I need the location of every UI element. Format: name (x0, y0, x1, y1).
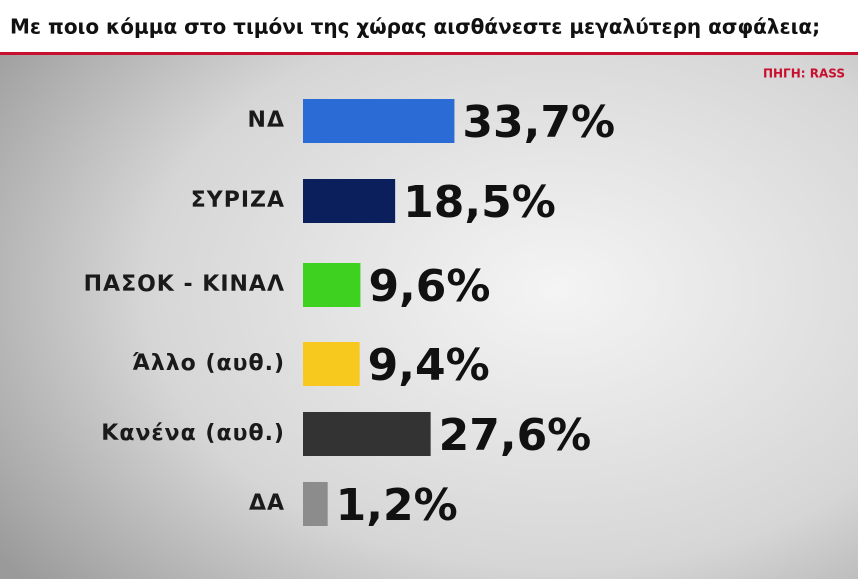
category-label: ΝΔ (248, 108, 285, 133)
category-label: Άλλο (αυθ.) (132, 351, 285, 376)
value-label: 9,4% (368, 340, 490, 391)
title-underline (0, 52, 858, 55)
value-label: 18,5% (403, 177, 556, 228)
bar (303, 99, 455, 143)
value-label: 9,6% (368, 261, 490, 312)
category-label: ΠΑΣΟΚ - ΚΙΝΑΛ (84, 272, 285, 297)
bar (303, 412, 431, 456)
chart-title: Με ποιο κόμμα στο τιμόνι της χώρας αισθά… (10, 15, 820, 39)
bar (303, 179, 396, 223)
category-label: ΔΑ (249, 491, 285, 516)
value-label: 1,2% (336, 480, 458, 531)
bar (303, 482, 328, 526)
category-label: ΣΥΡΙΖΑ (191, 188, 285, 213)
source: ΠΗΓΗ: RASS (763, 67, 845, 81)
title-bar (0, 0, 858, 52)
value-label: 27,6% (439, 410, 592, 461)
value-label: 33,7% (462, 97, 615, 148)
bar (303, 263, 361, 307)
category-label: Κανένα (αυθ.) (101, 421, 285, 446)
bar (303, 342, 360, 386)
